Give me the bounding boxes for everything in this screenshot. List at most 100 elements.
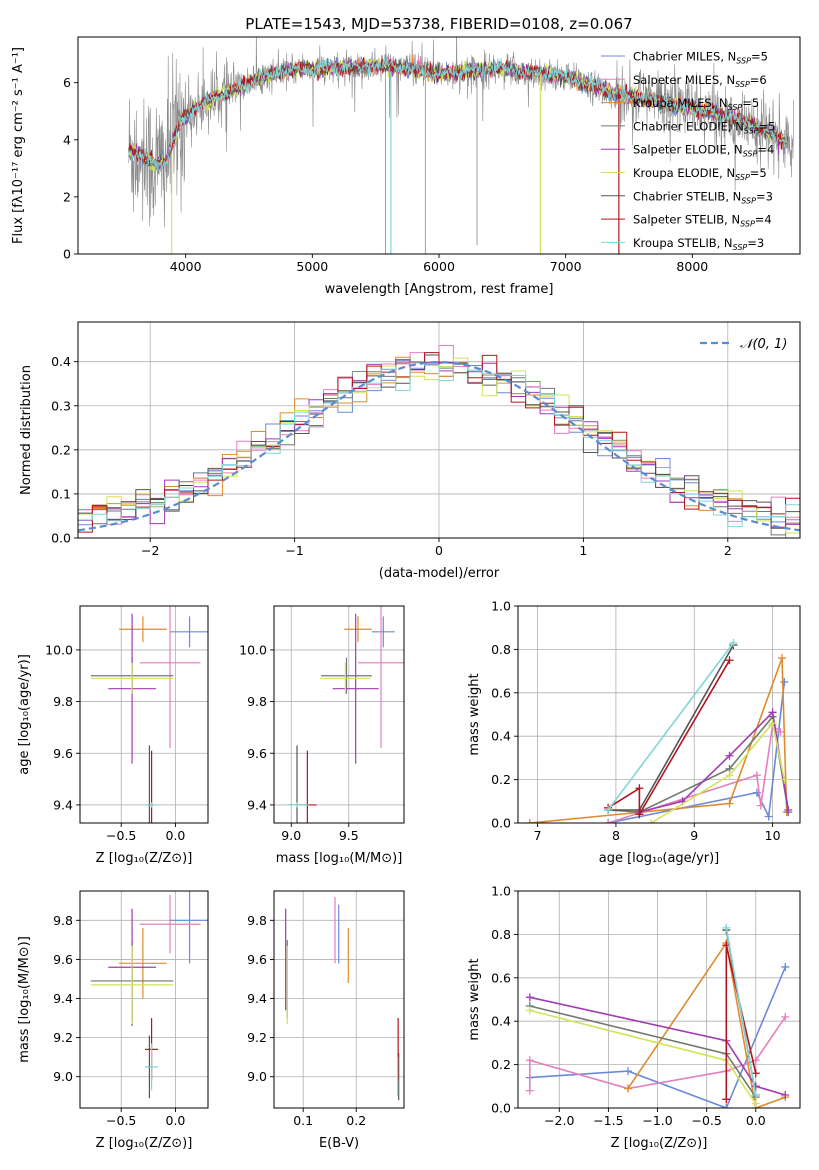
y-tick-label: 6 xyxy=(63,75,71,90)
plot-area xyxy=(128,37,794,254)
plot-area xyxy=(90,891,208,1099)
y-axis-label: age [log₁₀(age/yr)] xyxy=(17,654,32,775)
y-tick-label: 0.4 xyxy=(491,729,511,744)
x-tick-label: 8 xyxy=(612,828,620,843)
axes-frame xyxy=(273,890,405,1109)
legend-entry: Chabrier ELODIE, NSSP=5 xyxy=(633,119,775,135)
x-tick-label: −1.5 xyxy=(593,1113,623,1128)
y-tick-label: 0.8 xyxy=(491,642,511,657)
y-tick-label: 9.2 xyxy=(53,1030,73,1045)
series-line xyxy=(529,1016,786,1091)
legend-entry: Salpeter ELODIE, NSSP=4 xyxy=(633,143,774,159)
errorbar-salpeter_elodie xyxy=(332,613,379,764)
series-marker xyxy=(624,1067,633,1076)
legend-count: =5 xyxy=(759,119,776,133)
y-tick-label: 10.0 xyxy=(45,642,73,657)
series-marker xyxy=(722,1104,731,1108)
y-tick-label: 9.4 xyxy=(247,797,267,812)
legend-count: =3 xyxy=(747,236,764,250)
y-tick-label: 9.8 xyxy=(247,913,267,928)
series-salpeter_elodie xyxy=(525,993,790,1099)
panel-residuals: −2 −1 0 1 2 0.0 0.1 0.2 0.3 0.4 (data-model)/error… xyxy=(19,321,801,581)
legend-entry: Kroupa MILES, NSSP=5 xyxy=(633,96,759,112)
y-tick-label: 9.4 xyxy=(247,991,267,1006)
x-tick-label: 9.0 xyxy=(281,828,301,843)
y-axis-label: Normed distribution xyxy=(19,365,34,495)
x-tick-label: 6000 xyxy=(423,259,455,274)
x-tick-label: 10 xyxy=(765,828,781,843)
legend-count: =3 xyxy=(756,189,773,203)
errorbar-salpeter_miles xyxy=(139,606,201,749)
y-tick-label: 1.0 xyxy=(491,884,511,899)
series-marker xyxy=(751,1082,760,1091)
x-tick-label: 9.5 xyxy=(339,828,359,843)
series-marker xyxy=(780,775,789,784)
series-marker xyxy=(624,1084,633,1093)
series-marker xyxy=(635,784,644,793)
legend-sub: SSP xyxy=(744,126,759,135)
errorbar-kroupa_elodie xyxy=(320,662,371,694)
y-tick-label: 0 xyxy=(63,247,71,262)
model-spectrum-kroupa_stelib xyxy=(128,56,788,171)
y-tick-label: 9.6 xyxy=(53,952,73,967)
y-axis-label: mass weight xyxy=(467,958,482,1040)
legend-label: Chabrier STELIB, N xyxy=(633,189,741,203)
series-marker xyxy=(722,1095,731,1104)
legend-sub: SSP xyxy=(741,196,756,205)
series-marker xyxy=(604,819,613,823)
y-tick-label: 0.0 xyxy=(51,531,71,546)
x-tick-label: 4000 xyxy=(170,259,202,274)
x-tick-label: −2 xyxy=(141,543,159,558)
series-marker xyxy=(725,799,734,808)
errorbar-kroupa_miles xyxy=(119,616,167,643)
grid xyxy=(518,605,800,824)
y-tick-label: 0.6 xyxy=(491,685,511,700)
series-line xyxy=(725,927,757,1096)
x-axis-label: wavelength [Angstrom, rest frame] xyxy=(325,282,554,297)
axes-frame xyxy=(79,890,209,1109)
series-marker xyxy=(725,656,734,665)
y-tick-label: 0.6 xyxy=(491,970,511,985)
plot-area xyxy=(90,606,208,823)
x-axis-label: mass [log₁₀(M/M⊙)] xyxy=(276,851,403,866)
errorbar-kroupa_stelib xyxy=(145,1043,159,1091)
y-tick-label: 9.6 xyxy=(247,746,267,761)
errorbar-salpeter_miles xyxy=(139,894,201,954)
series-marker xyxy=(751,1099,760,1108)
y-tick-label: 0.4 xyxy=(491,1014,511,1029)
x-tick-label: −0.5 xyxy=(691,1113,721,1128)
x-tick-label: 1 xyxy=(579,543,587,558)
y-tick-label: 0.0 xyxy=(491,816,511,831)
series-line xyxy=(607,681,786,823)
legend-entry: Salpeter MILES, NSSP=6 xyxy=(633,73,767,89)
grid xyxy=(80,606,208,823)
errorbar-kroupa_elodie xyxy=(90,662,174,694)
legend-sub: SSP xyxy=(743,150,758,159)
x-tick-label: −1.0 xyxy=(642,1113,672,1128)
legend-sub: SSP xyxy=(740,220,755,229)
x-tick-label: 0.2 xyxy=(346,1113,366,1128)
panel-mass_vs_ebv: 0.1 0.2 9.0 9.2 9.4 9.6 9.8 E(B-V) xyxy=(247,890,405,1151)
series-kroupa_stelib xyxy=(604,638,738,814)
errorbar-salpeter_miles xyxy=(357,606,404,749)
panel-weight_vs_age: 7 8 9 10 0.0 0.2 0.4 0.6 0.8 1.0 age [log₁₀(age/yr… xyxy=(467,599,801,866)
legend-label: Salpeter MILES, N xyxy=(633,73,735,87)
series-marker xyxy=(777,654,786,663)
plot-area xyxy=(285,896,400,1101)
x-axis-label: Z [log₁₀(Z/Z⊙)] xyxy=(611,1136,708,1151)
x-tick-label: −0.5 xyxy=(106,1113,136,1128)
x-tick-label: 0.0 xyxy=(166,828,186,843)
y-tick-label: 0.3 xyxy=(51,398,71,413)
series-marker xyxy=(776,727,785,736)
axes-frame xyxy=(517,605,801,824)
y-tick-label: 0.4 xyxy=(51,354,71,369)
panel-spectrum: 4000 5000 6000 7000 8000 0 2 4 6 wavelength [Angs… xyxy=(11,15,801,297)
grid xyxy=(274,606,404,823)
series-marker xyxy=(751,1090,760,1099)
series-marker xyxy=(768,708,777,717)
legend-count: =5 xyxy=(742,96,759,110)
y-tick-label: 9.6 xyxy=(247,952,267,967)
series-marker xyxy=(725,751,734,760)
y-tick-label: 0.8 xyxy=(491,927,511,942)
